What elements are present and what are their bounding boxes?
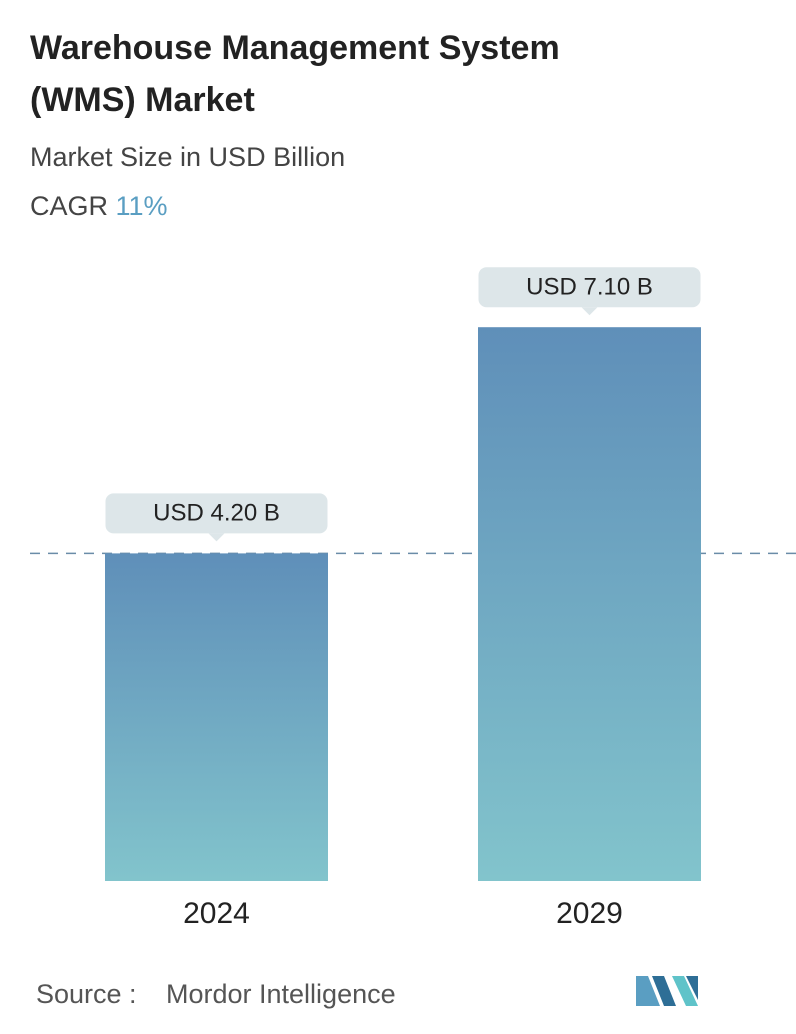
x-tick-label: 2024	[183, 897, 250, 930]
value-label-box	[105, 493, 328, 534]
x-tick-label: 2029	[556, 897, 623, 930]
value-label-pointer	[581, 307, 598, 316]
cagr-label: CAGR	[30, 191, 109, 221]
bar	[478, 327, 701, 881]
value-label-pointer	[208, 533, 225, 542]
bar	[105, 553, 328, 881]
chart-title: Warehouse Management System (WMS) Market	[30, 29, 560, 119]
value-label-box	[478, 267, 701, 308]
source-label: Source :	[36, 979, 137, 1009]
cagr: CAGR 11%	[30, 191, 168, 222]
cagr-value: 11%	[115, 191, 168, 221]
chart-subtitle: Market Size in USD Billion	[30, 142, 346, 172]
logo	[636, 976, 698, 1006]
value-label: USD 7.10 B	[526, 274, 653, 301]
value-label: USD 4.20 B	[153, 500, 280, 527]
source: Mordor Intelligence	[166, 979, 396, 1009]
